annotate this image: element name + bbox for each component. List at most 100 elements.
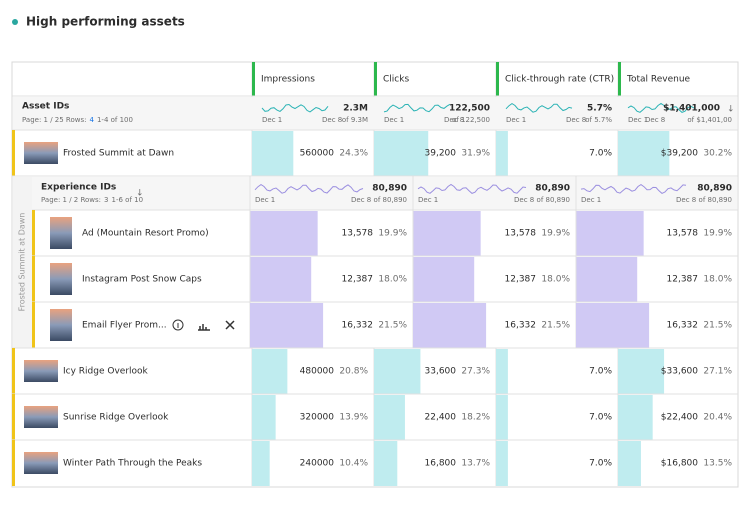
paging: Page: 1 / 2 Rows:31-6 of 10 [41,196,143,204]
cell-value: 33,600 [425,367,457,377]
cell-bar [250,257,311,302]
cell-bar [250,211,318,256]
cell-percent: 18.0% [541,275,570,285]
total: 2.3M [343,104,368,114]
cell-bar [413,303,486,348]
cell-value: $33,600 [661,367,698,377]
cell-value: $22,400 [661,413,698,423]
dimension-label: Asset IDs [22,102,69,112]
column-header[interactable]: Total Revenue [626,75,691,85]
row-accent [32,210,35,256]
total: 80,890 [535,184,570,194]
cell-value: 12,387 [505,275,537,285]
dimension-label: Experience IDs [41,183,116,193]
column-header[interactable]: Impressions [261,75,315,85]
column-header[interactable]: Clicks [383,75,409,85]
row-accent [32,256,35,302]
column-accent [374,62,377,96]
cell-value: 560000 [300,149,335,159]
cell-percent: 27.3% [461,367,490,377]
cell-bar [374,349,420,394]
spark-start: Dec 1 [384,116,404,124]
row-accent [12,348,15,394]
cell-value: 13,578 [667,229,699,239]
panel-title: High performing assets [26,15,185,29]
cell-value: 13,578 [505,229,537,239]
row-name[interactable]: Icy Ridge Overlook [63,367,149,377]
sort-icon[interactable]: ↓ [727,105,735,115]
cell-bar [618,441,641,486]
thumbnail [24,452,58,474]
cell-value: 240000 [300,459,335,469]
cell-percent: 13.5% [703,459,732,469]
cell-percent: 20.4% [703,413,732,423]
paging-part: 3 [104,196,108,204]
cell-percent: 20.8% [339,367,368,377]
thumbnail [24,360,58,382]
cell-bar [374,131,428,176]
cell-percent: 31.9% [461,149,490,159]
column-accent [252,62,255,96]
row-accent [32,302,35,348]
cell-percent: 21.5% [541,321,570,331]
total-of: of 80,890 [537,196,570,204]
total: 80,890 [697,184,732,194]
cell-percent: 24.3% [339,149,368,159]
cell-bar [576,257,637,302]
spark-start: Dec 1 [581,196,601,204]
total-of: of 9.3M [342,116,368,124]
cell-value: $16,800 [661,459,698,469]
row-name[interactable]: Winter Path Through the Peaks [63,459,202,469]
row-name[interactable]: Ad (Mountain Resort Promo) [82,229,209,239]
cell-bar [374,395,405,440]
cell-percent: 10.4% [339,459,368,469]
spark-start: Dec 1 [262,116,282,124]
cell-value: 16,800 [425,459,457,469]
thumbnail [50,217,72,249]
cell-value: 320000 [300,413,335,423]
column-accent [496,62,499,96]
total-of: of 5.7% [585,116,612,124]
cell-percent: 27.1% [703,367,732,377]
cell-value: 12,387 [667,275,699,285]
spark-end: Dec 8 [322,116,342,124]
cell-percent: 30.2% [703,149,732,159]
breakdown-parent: Frosted Summit at Dawn [18,213,27,312]
cell-bar [413,257,474,302]
cell-value: 7.0% [589,149,612,159]
total: 80,890 [372,184,407,194]
cell-bar [496,395,508,440]
total: 122,500 [449,104,490,114]
title-dot [12,19,18,25]
paging-part: Page: 1 / 2 Rows: [41,196,101,204]
column-header[interactable]: Click-through rate (CTR) [505,75,614,85]
spark-start: Dec 1 [506,116,526,124]
cell-percent: 21.5% [378,321,407,331]
paging-part: 4 [90,116,95,124]
spark-end: Dec 8 [645,116,665,124]
cell-bar [250,303,323,348]
thumbnail [24,406,58,428]
total-of: of 80,890 [374,196,407,204]
cell-percent: 21.5% [703,321,732,331]
cell-percent: 19.9% [541,229,570,239]
spark-end: Dec 8 [676,196,696,204]
cell-bar [252,349,287,394]
cell-value: 12,387 [342,275,374,285]
thumbnail [50,309,72,341]
cell-bar [252,441,270,486]
row-name[interactable]: Instagram Post Snow Caps [82,275,202,285]
cell-bar [252,131,293,176]
cell-bar [413,211,481,256]
total-of: of $1,401,00 [687,116,732,124]
row-accent [12,394,15,440]
cell-bar [576,303,649,348]
paging-part: 1-4 of 100 [97,116,133,124]
cell-bar [496,349,508,394]
total-of: of 80,890 [699,196,732,204]
row-name[interactable]: Frosted Summit at Dawn [63,149,174,159]
row-name[interactable]: Sunrise Ridge Overlook [63,413,169,423]
spark-start: Dec 1 [418,196,438,204]
row-name[interactable]: Email Flyer Prom... [82,321,167,331]
paging-part: Page: 1 / 25 Rows: [22,116,87,124]
